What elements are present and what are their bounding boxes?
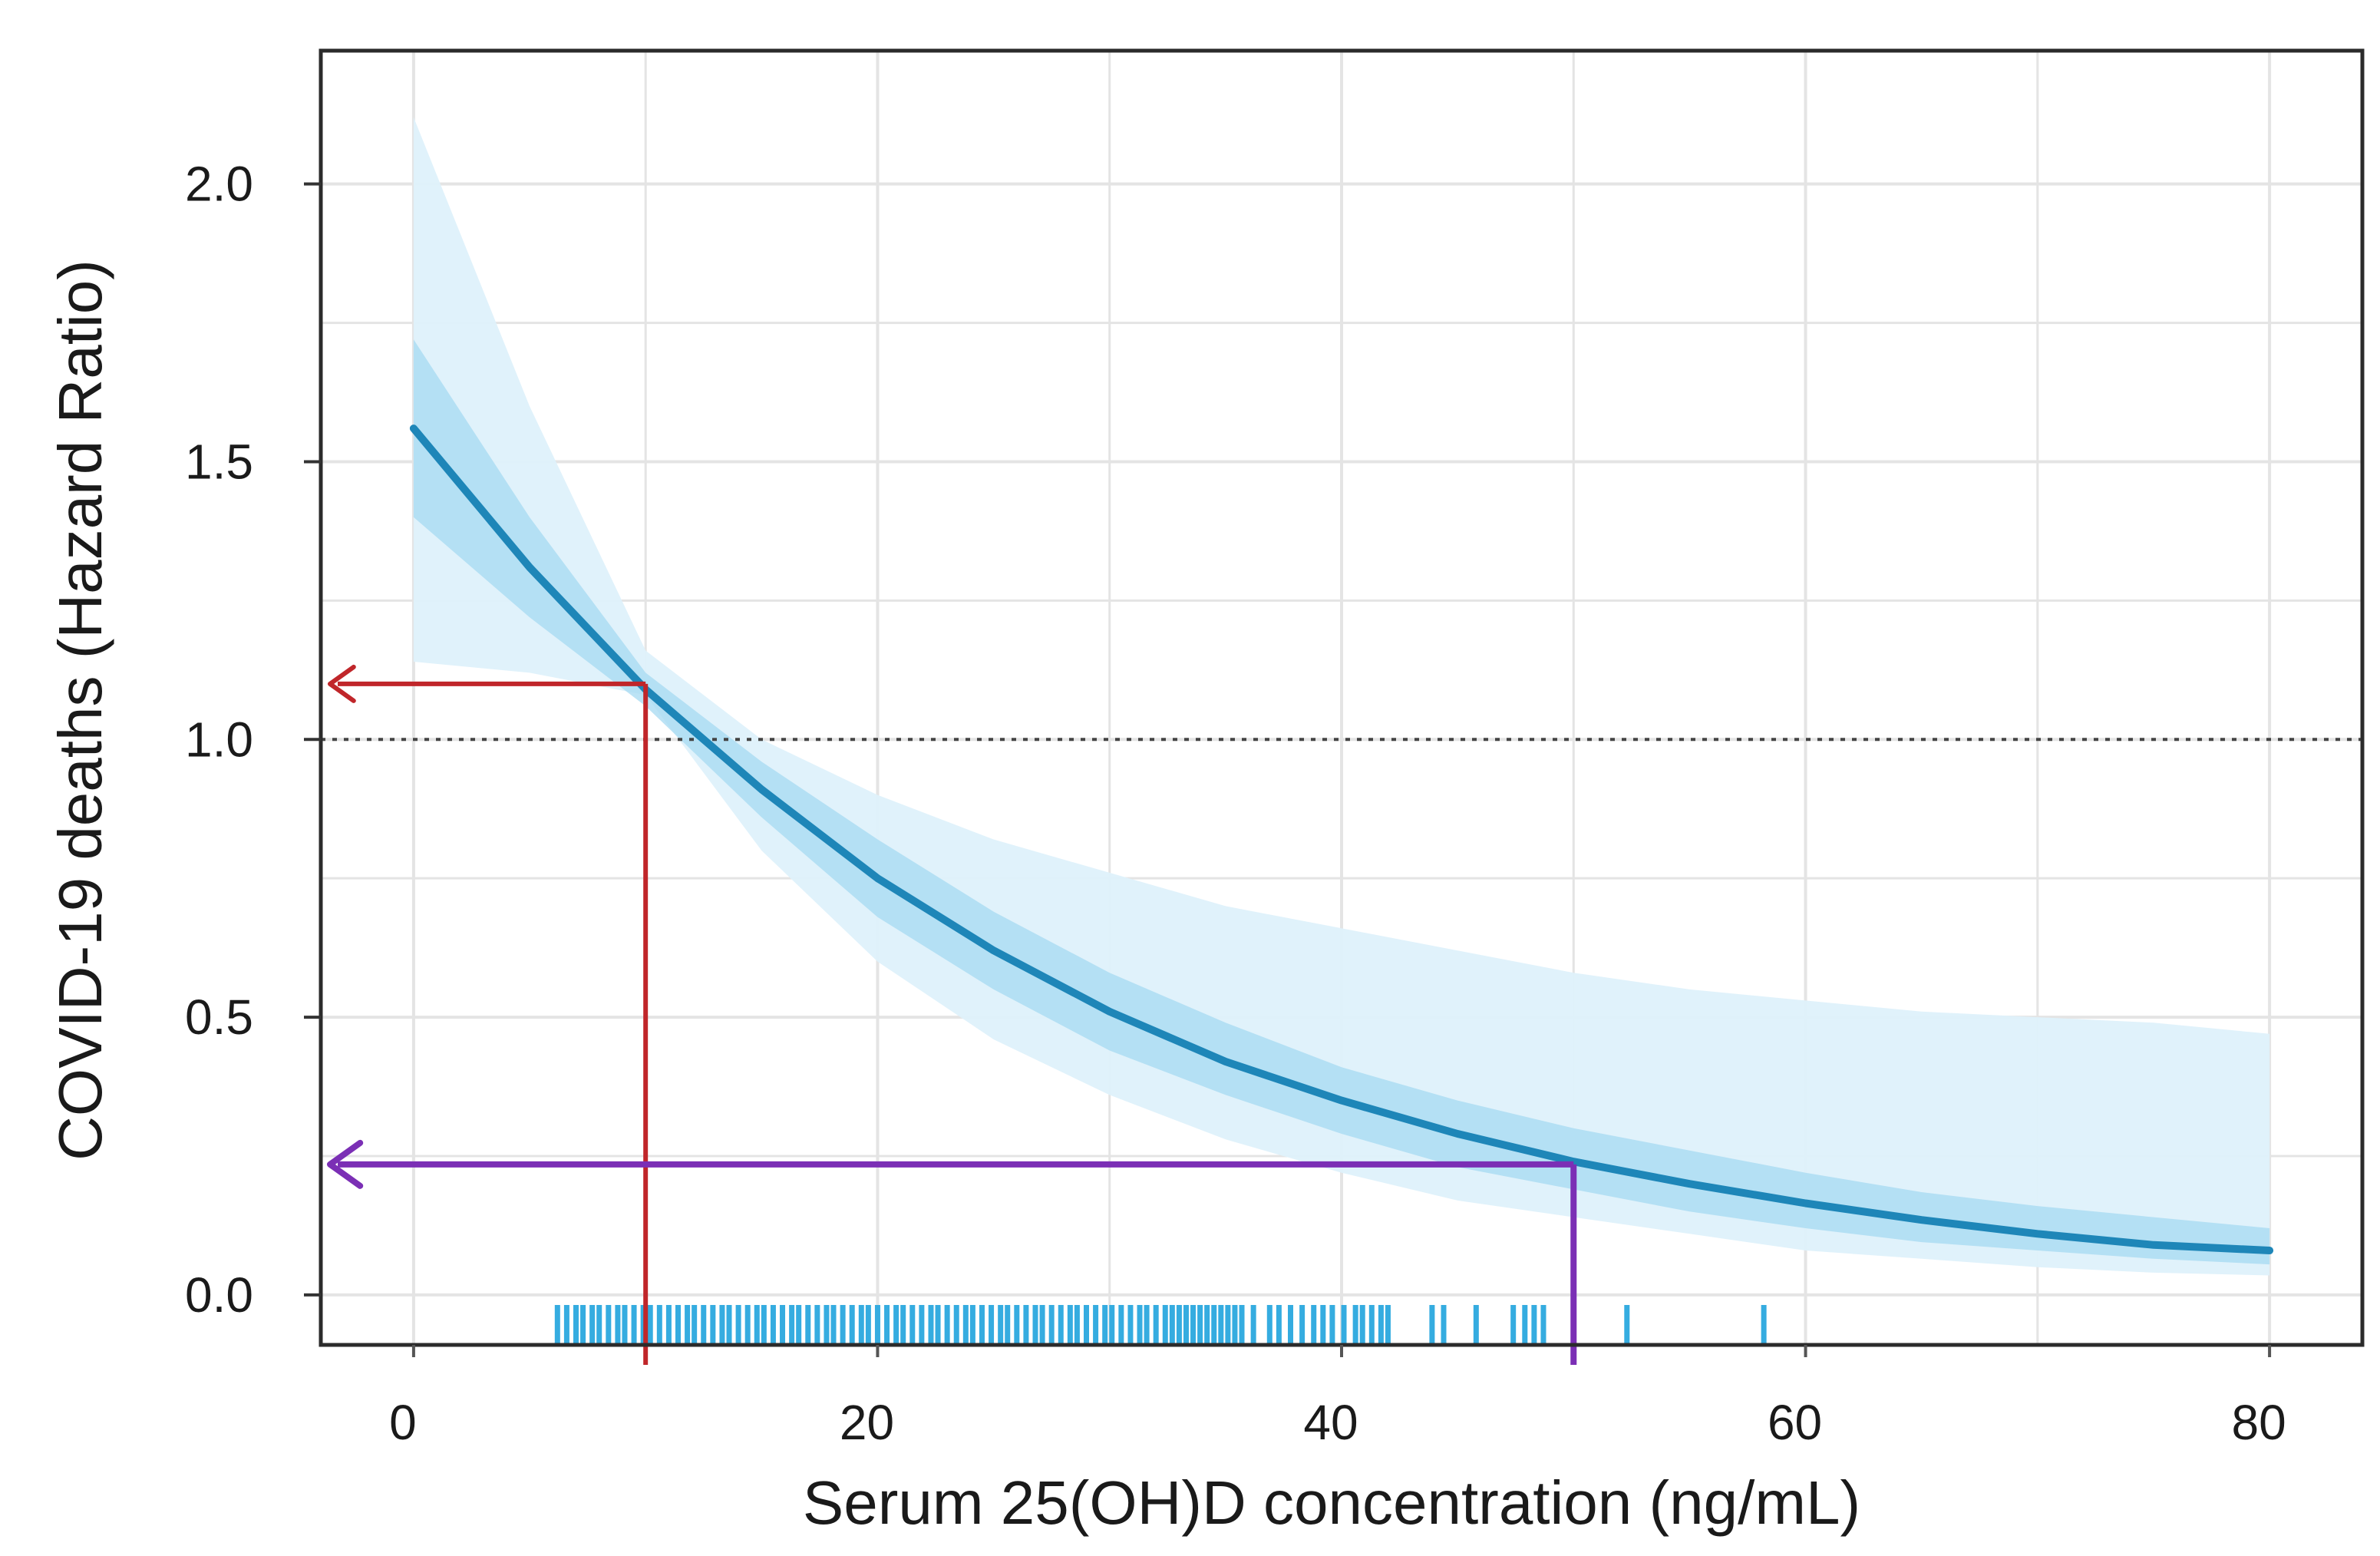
x-tick-label: 80 <box>2231 1395 2286 1450</box>
x-tick-label: 60 <box>1768 1395 1822 1450</box>
x-tick-label: 40 <box>1303 1395 1358 1450</box>
purple-guide-arrowhead <box>327 1139 364 1189</box>
x-tick-label: 20 <box>840 1395 894 1450</box>
confidence-band-outer <box>413 117 2270 1276</box>
x-axis-title: Serum 25(OH)D concentration (ng/mL) <box>803 1468 1860 1537</box>
grid <box>321 51 2362 1345</box>
y-axis-ticks: 0.0 0.5 1.0 1.5 2.0 <box>185 157 321 1323</box>
series-layer <box>409 425 2274 1254</box>
y-axis-title: COVID-19 deaths (Hazard Ratio) <box>46 259 114 1161</box>
x-axis-ticks: 0 20 40 60 80 <box>389 1345 2286 1450</box>
red-guide-arrowhead <box>328 664 356 703</box>
confidence-bands <box>413 117 2270 1276</box>
rug-marks <box>554 1305 1767 1343</box>
y-tick-label: 0.0 <box>185 1267 253 1323</box>
series-line-hazard-ratio <box>409 425 2274 1254</box>
y-tick-label: 1.5 <box>185 434 253 489</box>
confidence-band-inner <box>413 339 2270 1265</box>
x-tick-label: 0 <box>389 1395 417 1450</box>
y-tick-label: 1.0 <box>185 712 253 767</box>
y-tick-label: 2.0 <box>185 157 253 212</box>
y-tick-label: 0.5 <box>185 989 253 1045</box>
annotation-arrows <box>327 664 1577 1365</box>
